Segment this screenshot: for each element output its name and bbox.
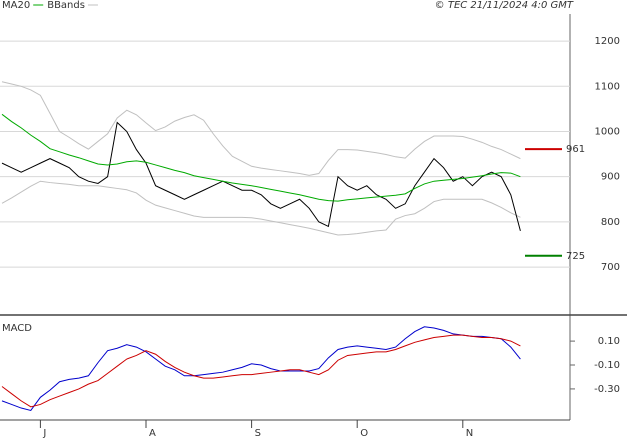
band-upper [1, 81, 521, 176]
panel-label: MACD [2, 323, 32, 334]
y-tick-label: 1200 [595, 36, 620, 47]
series-line [1, 334, 521, 408]
y-tick-label: 900 [601, 172, 620, 183]
y-tick-label: 1000 [595, 126, 620, 137]
y2-tick-label: -0.30 [594, 384, 620, 395]
series-line [1, 113, 521, 202]
chart-title: © TEC 21/11/2024 4:0 GMT [435, 0, 574, 11]
level-label: 725 [566, 251, 585, 262]
y-tick-label: 700 [601, 262, 620, 273]
x-tick-label: O [360, 428, 368, 439]
y2-tick-label: -0.10 [594, 360, 620, 371]
y-tick-label: 800 [601, 217, 620, 228]
x-tick-label: N [466, 428, 473, 439]
level-label: 961 [566, 144, 585, 155]
band-lower [1, 180, 521, 236]
y2-tick-label: 0.10 [598, 336, 620, 347]
series-line [1, 326, 521, 412]
x-tick-label: S [255, 428, 261, 439]
y-tick-label: 1100 [595, 81, 620, 92]
legend-label: MA20 [2, 0, 30, 11]
x-tick-label: A [149, 428, 156, 439]
legend-label: BBands [47, 0, 85, 11]
x-tick-label: J [42, 428, 46, 439]
series-line [1, 121, 521, 232]
